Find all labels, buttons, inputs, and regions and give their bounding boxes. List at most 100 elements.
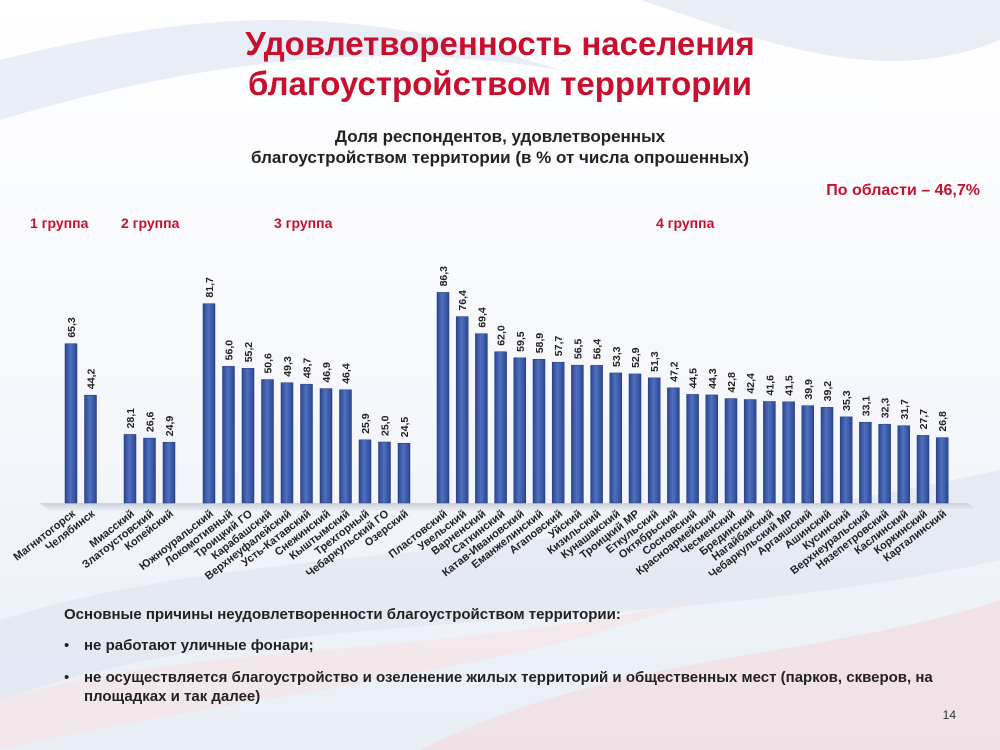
- bar: [897, 425, 911, 504]
- page-title-line1: Удовлетворенность населения: [245, 25, 755, 62]
- bar: [84, 394, 97, 504]
- bar: [513, 357, 527, 504]
- bar: [859, 421, 872, 504]
- data-label: 33,1: [860, 396, 872, 417]
- bar: [839, 416, 853, 504]
- reason-item: не осуществляется благоустройство и озел…: [64, 668, 944, 706]
- bar: [378, 441, 391, 504]
- bar: [202, 303, 216, 504]
- bar: [532, 359, 546, 504]
- data-label: 42,4: [745, 373, 757, 394]
- data-label: 25,0: [380, 415, 392, 436]
- data-label: 28,1: [125, 408, 137, 429]
- bar: [261, 379, 274, 504]
- page-number: 14: [942, 708, 956, 722]
- region-average-annotation: По области – 46,7%: [826, 182, 980, 199]
- data-label: 56,5: [572, 339, 584, 360]
- bar: [916, 435, 930, 504]
- reason-item: не работают уличные фонари;: [64, 636, 944, 655]
- data-label: 31,7: [899, 399, 911, 420]
- data-label: 57,7: [553, 336, 565, 357]
- data-label: 62,0: [496, 325, 508, 346]
- bar: [494, 351, 507, 504]
- bar: [162, 441, 176, 504]
- data-label: 35,3: [841, 390, 853, 411]
- bar: [801, 405, 815, 504]
- data-label: 49,3: [282, 356, 294, 377]
- bar: [455, 316, 469, 504]
- data-label: 86,3: [438, 266, 450, 287]
- data-label: 44,2: [86, 369, 98, 390]
- bar: [339, 389, 352, 504]
- bar: [300, 383, 313, 504]
- data-label: 39,9: [803, 379, 815, 400]
- data-label: 24,5: [399, 417, 411, 438]
- bar: [64, 343, 78, 504]
- data-label: 58,9: [534, 333, 546, 354]
- data-label: 50,6: [263, 353, 275, 374]
- data-label: 47,2: [668, 361, 680, 382]
- bar: [686, 394, 699, 504]
- data-label: 41,5: [784, 375, 796, 396]
- data-label: 51,3: [649, 351, 661, 372]
- bar: [143, 437, 156, 504]
- bar: [724, 398, 738, 504]
- data-label: 25,9: [360, 413, 372, 434]
- bar: [571, 364, 584, 504]
- data-label: 26,6: [145, 411, 157, 432]
- data-label: 65,3: [66, 317, 78, 338]
- data-label: 44,3: [707, 368, 719, 389]
- bar: [782, 401, 795, 504]
- data-label: 52,9: [630, 347, 642, 368]
- reasons-list: не работают уличные фонари; не осуществл…: [64, 636, 944, 706]
- data-label: 59,5: [515, 331, 527, 352]
- bar: [436, 292, 450, 504]
- data-label: 55,2: [243, 342, 255, 363]
- bar: [609, 372, 623, 504]
- reasons-heading: Основные причины неудовлетворенности бла…: [64, 606, 621, 623]
- bar: [705, 394, 719, 504]
- bar: [475, 333, 488, 504]
- data-label: 41,6: [764, 375, 776, 396]
- bar: [123, 434, 137, 504]
- bar: [763, 401, 776, 504]
- data-label: 46,4: [341, 363, 353, 384]
- page-title: Удовлетворенность населения благоустройс…: [0, 24, 1000, 104]
- bar: [935, 437, 949, 504]
- bar: [647, 377, 661, 504]
- bar: [878, 423, 891, 504]
- reasons-block: Основные причины неудовлетворенности бла…: [64, 606, 944, 719]
- data-label: 53,3: [611, 346, 623, 367]
- data-label: 24,9: [164, 416, 176, 437]
- data-label: 42,8: [726, 372, 738, 393]
- data-label: 81,7: [204, 277, 216, 298]
- bar: [820, 407, 834, 504]
- chart-floor: [40, 503, 978, 511]
- chart-title: Доля респондентов, удовлетворенных благо…: [0, 126, 1000, 168]
- data-label: 48,7: [302, 358, 314, 379]
- bar: [319, 388, 333, 504]
- chart-title-line2: благоустройством территории (в % от числ…: [251, 148, 749, 167]
- bar: [358, 439, 372, 504]
- data-label: 44,5: [688, 368, 700, 389]
- data-label: 76,4: [457, 290, 469, 311]
- data-label: 69,4: [476, 307, 488, 328]
- data-label: 26,8: [937, 411, 949, 432]
- bar: [397, 442, 411, 504]
- data-label: 27,7: [918, 409, 930, 430]
- data-label: 56,0: [224, 340, 236, 361]
- bar-chart: 65,3Магнитогорск44,2Челябинск28,1Миасски…: [11, 266, 978, 583]
- bar: [667, 387, 680, 504]
- data-label: 32,3: [880, 398, 892, 419]
- data-label: 39,2: [822, 381, 834, 402]
- group-label-2: 2 группа: [121, 215, 180, 231]
- group-label-1: 1 группа: [30, 215, 89, 231]
- bar: [222, 366, 235, 504]
- data-label: 46,9: [321, 362, 333, 383]
- page-title-line2: благоустройством территории: [248, 65, 752, 102]
- bar: [551, 361, 565, 504]
- data-label: 56,4: [592, 339, 604, 360]
- bar: [241, 368, 255, 504]
- group-label-4: 4 группа: [656, 215, 715, 231]
- group-label-3: 3 группа: [274, 215, 333, 231]
